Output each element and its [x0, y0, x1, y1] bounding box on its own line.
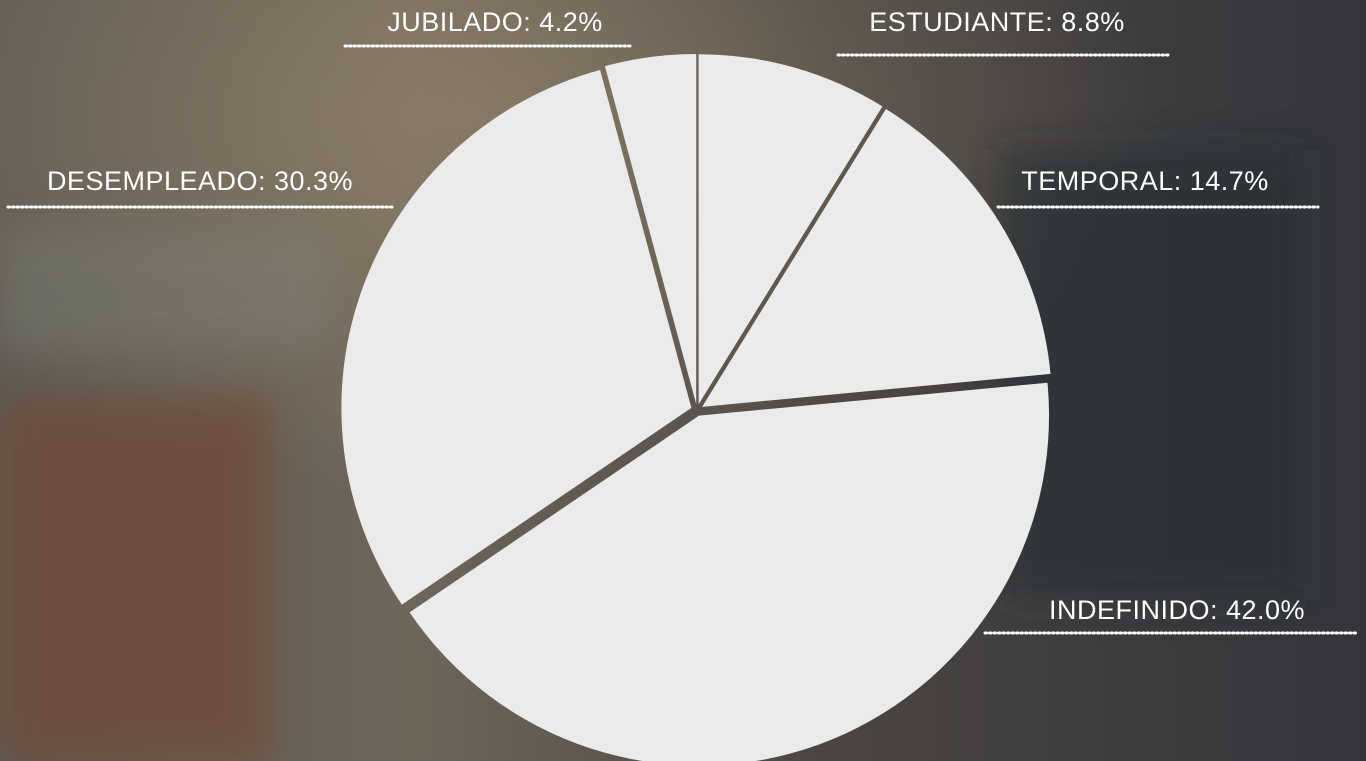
slice-label: TEMPORAL: 14.7%: [1021, 166, 1269, 196]
slice-label: ESTUDIANTE: 8.8%: [869, 7, 1125, 37]
slice-label: INDEFINIDO: 42.0%: [1049, 595, 1305, 625]
chart: ESTUDIANTE: 8.8% TEMPORAL: 14.7% INDEFINID…: [0, 0, 1366, 761]
slice-label: JUBILADO: 4.2%: [387, 7, 603, 37]
slice-label: DESEMPLEADO: 30.3%: [47, 166, 353, 196]
